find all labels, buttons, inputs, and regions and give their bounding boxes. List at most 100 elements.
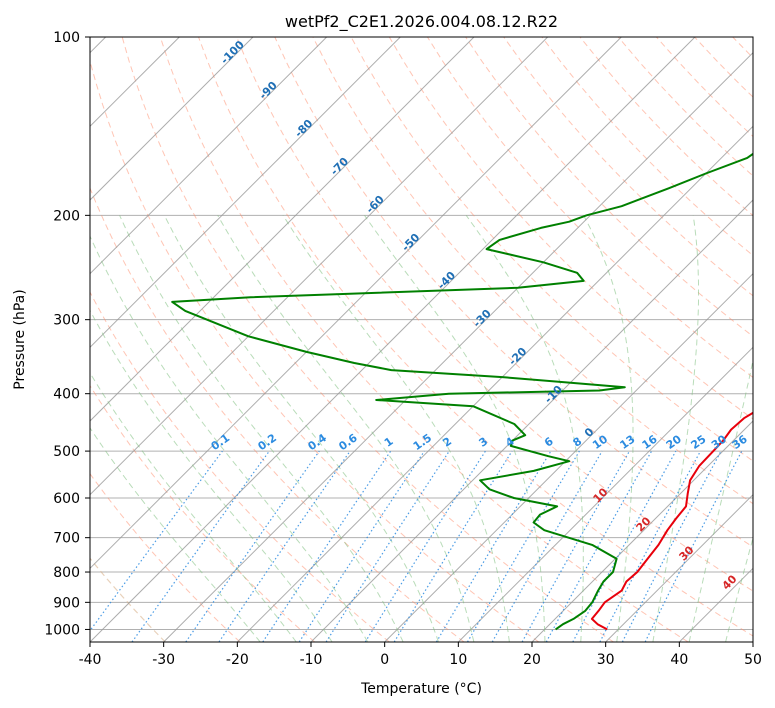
y-axis: 100 200 300 400 500 600 700 800 900 1000: [44, 30, 90, 638]
isotherm-line: [605, 493, 753, 642]
mixing-ratio-label: 20: [664, 432, 684, 452]
dry-adiabat-line: [236, 37, 753, 592]
dry-adiabat-line: [350, 37, 753, 462]
moist-adiabat-line: [217, 215, 475, 642]
dry-adiabat-line: [732, 37, 753, 59]
moist-adiabat-line: [90, 427, 261, 642]
dry-adiabat-line: [159, 37, 689, 642]
isotherm-label: -20: [506, 345, 529, 368]
x-tick-label: -30: [152, 652, 175, 668]
x-tick-label: 20: [523, 652, 541, 668]
line-labels: 0.1 0.2 0.4 0.6 1 1.5 2 3 4 6 8 10 13 16 20 25 30 36-100-…: [209, 38, 750, 593]
dry-adiabat-line: [426, 37, 753, 378]
isotherm-label: -30: [471, 307, 494, 330]
y-tick-label: 200: [53, 208, 80, 224]
x-tick-label: -40: [79, 652, 102, 668]
mixing-ratio-line: [131, 450, 270, 642]
dry-adiabat-line: [771, 37, 775, 642]
moist-adiabat-line: [90, 371, 297, 642]
moist-adiabat-label: 10: [591, 485, 611, 505]
y-tick-label: 100: [53, 30, 80, 46]
isotherm-line: [236, 125, 753, 642]
x-tick-label: 40: [670, 652, 688, 668]
x-tick-label: 10: [449, 652, 467, 668]
isotherm-line: [90, 37, 696, 642]
isotherm-label: -90: [257, 79, 280, 102]
y-axis-label: Pressure (hPa): [12, 289, 28, 389]
mixing-ratio-line: [325, 450, 450, 642]
isotherm-line: [457, 346, 753, 642]
y-tick-label: 500: [53, 444, 80, 460]
mixing-ratio-line: [644, 450, 743, 642]
moist-adiabat-line: [282, 215, 510, 642]
y-tick-label: 600: [53, 491, 80, 507]
dry-adiabat-line: [90, 384, 316, 642]
mixing-ratio-line: [621, 450, 722, 642]
x-tick-label: -10: [300, 652, 323, 668]
dry-adiabat-line: [121, 37, 614, 642]
dry-adiabat-line: [541, 37, 753, 257]
y-tick-label: 900: [53, 595, 80, 611]
dry-adiabat-line: [312, 37, 753, 505]
dry-adiabat-line: [388, 37, 753, 420]
dry-adiabat-line: [503, 37, 753, 297]
isotherm-line: [90, 37, 475, 422]
moist-adiabat-label: 30: [677, 543, 697, 563]
background-grid: [90, 37, 775, 642]
dry-adiabat-line: [465, 37, 753, 338]
x-axis: -40 -30 -20 -10 0 10 20 30 40 50: [79, 642, 762, 668]
mixing-ratio-line: [521, 450, 631, 642]
x-tick-label: -20: [226, 652, 249, 668]
dry-adiabat-line: [274, 37, 753, 548]
isotherm-line: [752, 641, 753, 642]
moist-adiabat-line: [364, 215, 546, 642]
mixing-ratio-label: 0.1: [209, 431, 232, 453]
y-tick-label: 700: [53, 531, 80, 547]
moist-adiabat-line: [652, 215, 699, 642]
dry-adiabat-line: [656, 37, 753, 138]
y-tick-label: 400: [53, 387, 80, 403]
mixing-ratio-line: [435, 450, 552, 642]
dry-adiabat-line: [90, 291, 390, 642]
mixing-ratio-line: [393, 450, 513, 642]
mixing-ratio-label: 1.5: [411, 431, 434, 453]
isotherm-line: [90, 37, 549, 496]
mixing-ratio-line: [572, 450, 677, 642]
y-tick-label: 300: [53, 313, 80, 329]
isotherm-label: -50: [399, 231, 422, 254]
dewpoint-profile-line: [171, 152, 753, 631]
moist-adiabat-line: [90, 235, 369, 642]
isotherm-line: [90, 37, 254, 201]
mixing-ratio-label: 16: [640, 432, 660, 452]
isotherm-label: -10: [542, 383, 565, 406]
moist-adiabat-line: [583, 215, 634, 642]
mixing-ratio-label: 36: [730, 432, 750, 452]
mixing-ratio-label: 2: [440, 435, 454, 450]
moist-adiabat-label: 20: [634, 514, 654, 534]
mixing-ratio-line: [364, 450, 486, 642]
mixing-ratio-line: [90, 450, 223, 632]
isotherm-label: -80: [292, 117, 315, 140]
isotherm-line: [384, 272, 753, 642]
mixing-ratio-label: 25: [689, 432, 709, 451]
sounding-series: [171, 152, 753, 631]
dry-adiabat-line: [90, 59, 540, 642]
x-tick-label: 50: [744, 652, 762, 668]
chart-title: wetPf2_C2E1.2026.004.08.12.R22: [285, 12, 558, 32]
mixing-ratio-label: 13: [617, 433, 637, 452]
y-tick-label: 800: [53, 565, 80, 581]
temperature-profile-line: [590, 411, 753, 631]
moist-adiabat-line: [465, 215, 584, 642]
isotherm-line: [531, 420, 753, 642]
moist-adiabat-line: [163, 215, 439, 642]
isotherm-line: [90, 37, 622, 570]
mixing-ratio-line: [298, 450, 425, 642]
moist-adiabat-line: [119, 215, 404, 642]
mixing-ratio-label: 3: [477, 435, 491, 450]
y-tick-label: 1000: [44, 622, 80, 638]
mixing-ratio-line: [262, 450, 392, 642]
moist-adiabat-line: [90, 309, 333, 642]
moist-adiabat-label: 40: [720, 572, 740, 592]
mixing-ratio-line: [545, 450, 653, 642]
isotherm-line: [163, 51, 753, 642]
